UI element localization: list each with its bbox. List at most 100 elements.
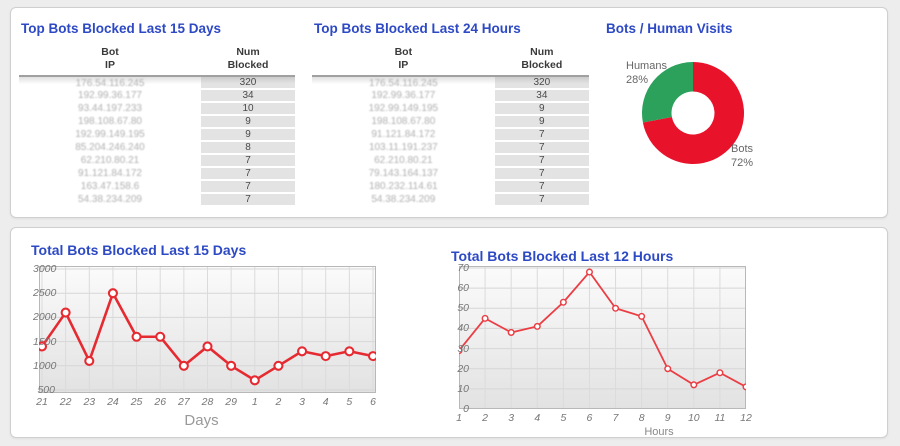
x-tick-label: 23 xyxy=(83,396,96,408)
bot-ip-value: 192.99.36.177 xyxy=(371,90,436,102)
x-tick-label: 8 xyxy=(638,412,645,424)
y-tick-label: 500 xyxy=(37,384,55,396)
num-blocked-value: 10 xyxy=(201,102,295,117)
bot-ip-cell: 163.47.158.6 xyxy=(19,180,201,193)
top-panel: Top Bots Blocked Last 15 Days Bot IP Num B… xyxy=(10,7,888,218)
x-tick-label: 11 xyxy=(714,412,726,424)
table-row: 180.232.114.61 7 xyxy=(312,180,589,195)
chart-total-bots-15-days: Total Bots Blocked Last 15 Days 500 1000 1… xyxy=(21,236,445,436)
table-row: 62.210.80.21 7 xyxy=(19,154,295,169)
table-row: 85.204.246.240 8 xyxy=(19,141,295,156)
bot-ip-value: 85.204.246.240 xyxy=(75,142,145,154)
data-point-marker xyxy=(249,375,260,386)
bot-ip-cell: 54.38.234.209 xyxy=(312,193,495,206)
bot-ip-cell: 192.99.149.195 xyxy=(312,102,495,115)
x-tick-label: 25 xyxy=(130,396,143,408)
num-blocked-value: 9 xyxy=(201,128,295,143)
data-point-marker xyxy=(226,360,237,371)
bot-ip-value: 79.143.164.137 xyxy=(368,168,439,180)
bot-ip-cell: 198.108.67.80 xyxy=(312,115,495,128)
x-tick-label: 3 xyxy=(299,396,305,408)
bot-ip-cell: 176.54.116.245 xyxy=(19,76,201,90)
table-top-bots-24-hours: Top Bots Blocked Last 24 Hours Bot IP Num… xyxy=(312,19,589,208)
data-point-marker xyxy=(178,360,189,371)
table-row: 192.99.149.195 9 xyxy=(19,128,295,143)
donut-slice-humans xyxy=(642,62,693,123)
x-tick-label: 26 xyxy=(154,396,167,408)
line-chart-title: Total Bots Blocked Last 12 Hours xyxy=(451,248,674,264)
bot-ip-cell: 93.44.197.233 xyxy=(19,102,201,115)
data-point-marker xyxy=(716,369,724,377)
table-row: 79.143.164.137 7 xyxy=(312,167,589,182)
table-title: Top Bots Blocked Last 24 Hours xyxy=(314,21,521,36)
num-blocked-value: 320 xyxy=(201,76,295,91)
bot-ip-cell: 62.210.80.21 xyxy=(312,154,495,167)
data-point-marker xyxy=(155,331,166,342)
data-point-marker xyxy=(367,351,376,362)
bots-slice-label: Bots 72% xyxy=(731,142,753,171)
bots-table: Bot IP Num Blocked 176.54.116.245 320 192.99… xyxy=(19,46,295,208)
table-row: 54.38.234.209 7 xyxy=(312,193,589,208)
bot-ip-value: 163.47.158.6 xyxy=(80,181,140,193)
x-tick-label: 24 xyxy=(107,396,119,408)
data-point-marker xyxy=(664,365,672,373)
data-point-marker xyxy=(742,383,746,391)
x-axis-label: Days xyxy=(184,412,219,429)
bot-ip-value: 62.210.80.21 xyxy=(374,155,433,167)
y-tick-label: 60 xyxy=(457,282,469,295)
x-tick-label: 12 xyxy=(740,412,752,424)
bot-ip-value: 91.121.84.172 xyxy=(78,168,142,180)
data-point-marker xyxy=(320,351,331,362)
y-tick-label: 50 xyxy=(457,302,469,315)
data-point-marker xyxy=(585,268,593,276)
bots-human-visits-chart: Bots / Human Visits Humans 28% Bots 72% xyxy=(599,19,887,215)
table-top-bots-15-days: Top Bots Blocked Last 15 Days Bot IP Num B… xyxy=(19,19,295,208)
y-tick-label: 2500 xyxy=(33,287,57,300)
bot-ip-cell: 192.99.149.195 xyxy=(19,128,201,141)
num-blocked-value: 34 xyxy=(201,89,295,104)
table-row: 176.54.116.245 320 xyxy=(312,76,589,91)
table-row: 91.121.84.172 7 xyxy=(312,128,589,143)
x-tick-label: 5 xyxy=(560,412,567,424)
bots-table: Bot IP Num Blocked 176.54.116.245 320 192.99… xyxy=(312,46,589,208)
num-blocked-value: 7 xyxy=(201,154,295,169)
x-axis-label: Hours xyxy=(644,426,674,438)
data-point-marker xyxy=(131,331,142,342)
bot-ip-cell: 192.99.36.177 xyxy=(312,89,495,102)
x-tick-label: 28 xyxy=(201,396,214,408)
donut-slice-bots xyxy=(642,62,744,164)
table-title: Top Bots Blocked Last 15 Days xyxy=(21,21,222,36)
line-chart-plot xyxy=(459,266,746,409)
table-row: 54.38.234.209 7 xyxy=(19,193,295,208)
y-tick-label: 40 xyxy=(457,322,469,335)
bot-ip-value: 93.44.197.233 xyxy=(78,103,142,115)
y-tick-label: 20 xyxy=(457,362,469,375)
y-tick-label: 3000 xyxy=(33,263,57,275)
data-point-marker xyxy=(507,328,515,336)
bot-ip-value: 192.99.149.195 xyxy=(75,129,145,141)
num-blocked-value: 7 xyxy=(494,193,589,208)
num-blocked-value: 7 xyxy=(201,193,295,208)
data-point-marker xyxy=(559,298,567,306)
data-point-marker xyxy=(60,307,71,318)
num-blocked-value: 7 xyxy=(494,154,589,169)
bot-ip-cell: 54.38.234.209 xyxy=(19,193,201,206)
table-row: 91.121.84.172 7 xyxy=(19,167,295,182)
table-row: 103.11.191.237 7 xyxy=(312,141,589,156)
bots-label-text: Bots xyxy=(731,143,754,155)
x-tick-label: 7 xyxy=(612,412,619,424)
data-point-marker xyxy=(533,322,541,330)
bot-ip-value: 176.54.116.245 xyxy=(368,77,438,89)
num-blocked-value: 8 xyxy=(201,141,295,156)
num-blocked-value: 7 xyxy=(494,167,589,182)
data-point-marker xyxy=(84,355,95,366)
bot-ip-cell: 103.11.191.237 xyxy=(312,141,495,154)
data-point-marker xyxy=(344,346,355,357)
data-point-marker xyxy=(690,381,698,389)
col-header-bot-ip: Bot IP xyxy=(394,46,413,72)
table-row: 192.99.36.177 34 xyxy=(19,89,295,104)
donut-chart-title: Bots / Human Visits xyxy=(606,21,733,36)
num-blocked-value: 34 xyxy=(494,89,589,104)
y-tick-label: 30 xyxy=(457,342,469,355)
